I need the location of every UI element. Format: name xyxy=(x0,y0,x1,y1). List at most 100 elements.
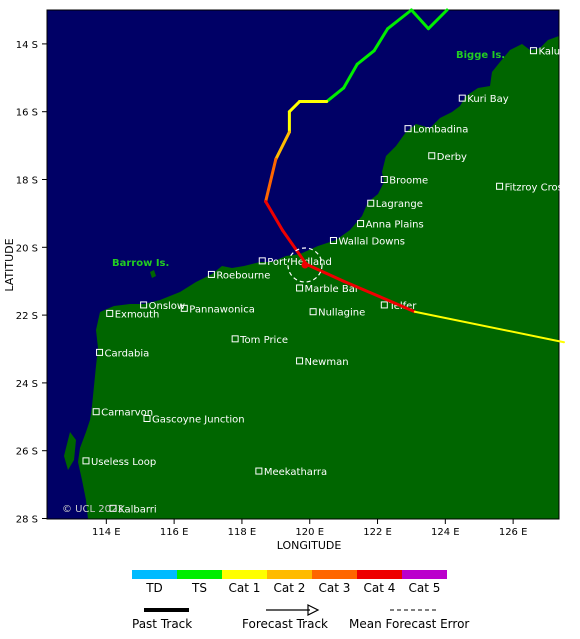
legend-swatch xyxy=(222,570,267,579)
copyright-text: © UCL 2023 xyxy=(62,504,124,515)
place-marker xyxy=(258,257,266,265)
place-marker xyxy=(109,504,117,512)
legend-swatch xyxy=(402,570,447,579)
track-segment xyxy=(325,86,346,104)
lon-tick-label: 116 E xyxy=(160,527,189,538)
place-marker xyxy=(458,94,466,102)
place-marker xyxy=(82,457,90,465)
longitude-ticks: 114 E 116 E 118 E 120 E 122 E 124 E 126 E xyxy=(92,519,527,538)
lon-tick-label: 122 E xyxy=(363,527,392,538)
place-marker xyxy=(529,47,537,55)
place-label: Carnarvon xyxy=(101,408,153,419)
place-label: Lagrange xyxy=(376,199,423,210)
barrow-island xyxy=(150,270,156,278)
lat-tick-label: 18 S xyxy=(16,176,38,187)
track-segment xyxy=(264,157,278,204)
place-label: Fitzroy Crossing xyxy=(505,182,580,193)
legend-category-label: Cat 5 xyxy=(409,581,441,595)
place-label: Exmouth xyxy=(115,309,160,320)
map-frame xyxy=(46,9,560,520)
legend-category-label: Cat 2 xyxy=(274,581,306,595)
mean-error-label: Mean Forecast Error xyxy=(349,617,469,631)
place-label: Kalbarri xyxy=(118,504,157,515)
lon-tick-label: 114 E xyxy=(92,527,121,538)
place-label: Nullagine xyxy=(318,308,365,319)
place-marker xyxy=(380,176,388,183)
place-label: Onslow xyxy=(149,301,186,312)
place-marker xyxy=(428,152,436,160)
forecast-arrow-icon xyxy=(307,604,320,616)
lon-tick-label: 118 E xyxy=(228,527,257,538)
place-marker xyxy=(143,414,151,422)
forecast-track-label: Forecast Track xyxy=(242,617,328,631)
place-marker xyxy=(357,220,365,228)
place-label: Kalumburu xyxy=(538,47,580,58)
lon-tick-label: 120 E xyxy=(295,527,324,538)
place-marker xyxy=(496,182,504,190)
place-label: Derby xyxy=(437,152,467,163)
place-label: Wallal Downs xyxy=(338,237,405,248)
track-segment xyxy=(342,62,359,90)
place-label: Roebourne xyxy=(216,270,270,281)
legend-category-label: TS xyxy=(191,581,207,595)
region-label-barrow: Barrow Is. xyxy=(112,258,169,269)
place-label: Gascoyne Junction xyxy=(152,414,245,425)
place-label: Useless Loop xyxy=(91,457,156,468)
track-segment xyxy=(409,8,430,31)
legend-category-label: Cat 1 xyxy=(229,581,261,595)
place-marker xyxy=(180,304,188,312)
track-segment xyxy=(342,279,417,314)
y-axis-title: LATITUDE xyxy=(3,238,16,291)
place-label: Pannawonica xyxy=(189,304,255,315)
place-label: Cardabia xyxy=(105,348,150,359)
lat-tick-label: 16 S xyxy=(16,108,38,119)
track-segment xyxy=(386,8,413,31)
place-marker xyxy=(96,348,104,356)
past-track-label: Past Track xyxy=(132,617,192,631)
place-label: Port Hedland xyxy=(267,257,332,268)
x-axis-title: LONGITUDE xyxy=(277,539,342,552)
place-label: Lombadina xyxy=(413,125,468,136)
place-marker xyxy=(106,309,114,317)
lat-tick-label: 20 S xyxy=(16,243,38,254)
place-label: Meekatharra xyxy=(264,467,327,478)
legend-swatch xyxy=(357,570,402,579)
place-marker xyxy=(140,301,148,309)
place-label: Anna Plains xyxy=(366,220,424,231)
track-segment xyxy=(304,262,346,283)
line-style-legend: Past Track Forecast Track Mean Forecast … xyxy=(132,604,469,631)
land-mass xyxy=(78,36,559,519)
place-marker xyxy=(92,408,100,416)
place-marker xyxy=(329,237,337,245)
legend-category-label: Cat 4 xyxy=(364,581,396,595)
place-marker xyxy=(296,357,304,365)
lat-tick-label: 22 S xyxy=(16,311,38,322)
place-marker xyxy=(309,308,317,316)
track-segment xyxy=(372,27,390,53)
legend-swatch xyxy=(132,570,177,579)
shark-bay-peninsula xyxy=(64,432,76,470)
place-marker xyxy=(231,335,239,343)
track-segment xyxy=(287,100,302,114)
place-label: Broome xyxy=(389,176,428,187)
lat-tick-label: 24 S xyxy=(16,379,38,390)
place-label: Newman xyxy=(305,357,349,368)
cyclone-track xyxy=(264,8,565,344)
current-position-marker xyxy=(301,261,309,269)
place-marker xyxy=(296,284,304,292)
legend-swatch xyxy=(312,570,357,579)
lon-tick-label: 124 E xyxy=(431,527,460,538)
legend-category-label: TD xyxy=(145,581,163,595)
lat-tick-label: 28 S xyxy=(16,515,38,526)
track-segment xyxy=(264,200,285,232)
legend-swatch xyxy=(267,570,312,579)
track-segment xyxy=(413,310,565,344)
track-segment xyxy=(281,228,308,266)
region-label-bigge: Bigge Is. xyxy=(456,50,505,61)
place-label: Kuri Bay xyxy=(467,94,508,105)
track-segment xyxy=(355,49,376,66)
legend-swatch xyxy=(177,570,222,579)
place-marker xyxy=(255,467,263,475)
track-segment xyxy=(274,130,291,161)
